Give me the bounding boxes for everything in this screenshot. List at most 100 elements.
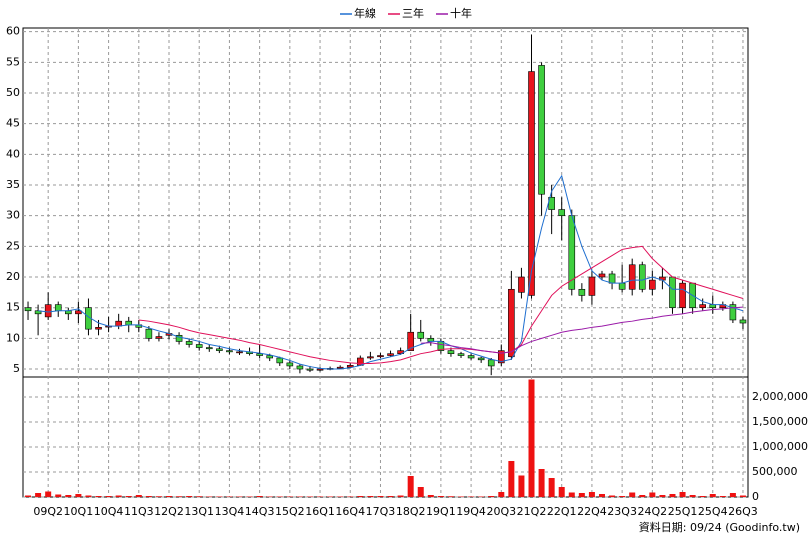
x-tick-label: 25Q4 <box>698 505 728 518</box>
x-tick-label: 10Q1 <box>64 505 94 518</box>
candle-body <box>457 353 465 356</box>
candle-body <box>346 365 354 368</box>
volume-bar <box>619 496 626 497</box>
volume-bar <box>306 496 313 497</box>
ma-line <box>38 174 744 370</box>
y-tick-label: 45 <box>6 117 20 130</box>
candle-body <box>145 328 153 339</box>
candle-body <box>598 273 606 278</box>
volume-bar <box>357 496 364 497</box>
candle-body <box>618 282 626 290</box>
ma-line <box>138 245 744 365</box>
candle-body <box>44 304 52 318</box>
candle-body <box>276 357 284 364</box>
volume-bar <box>699 496 706 497</box>
volume-bar <box>256 496 263 497</box>
legend-label: 十年 <box>450 6 472 20</box>
volume-bar <box>498 492 505 497</box>
x-tick-label: 16Q4 <box>335 505 365 518</box>
y-tick-label: 15 <box>6 301 20 314</box>
volume-bar <box>327 496 334 497</box>
x-tick-label: 24Q2 <box>638 505 668 518</box>
candle-body <box>205 347 213 350</box>
candle-body <box>477 357 485 361</box>
volume-bar <box>75 494 82 497</box>
volume-bar <box>609 495 616 497</box>
volume-bar <box>246 496 253 497</box>
candle-body <box>296 365 304 370</box>
candle-body <box>407 331 414 351</box>
x-tick-label: 09Q2 <box>33 505 63 518</box>
x-tick-label: 17Q3 <box>366 505 396 518</box>
volume-bar <box>387 496 394 497</box>
candle-body <box>467 355 475 359</box>
volume-bar <box>226 496 233 497</box>
volume-bar <box>186 496 193 497</box>
x-tick-label: 15Q2 <box>275 505 305 518</box>
y-tick-label: 50 <box>6 86 20 99</box>
candle-body <box>487 359 495 367</box>
volume-bar <box>458 496 465 497</box>
candle-body <box>236 351 243 354</box>
volume-bar <box>739 495 746 497</box>
x-tick-label: 16Q1 <box>305 505 335 518</box>
candle-body <box>588 276 596 296</box>
volume-bar <box>95 496 102 497</box>
candle-body <box>729 304 737 321</box>
volume-bar <box>216 496 223 497</box>
volume-bar <box>468 496 475 497</box>
volume-bar <box>568 492 575 497</box>
y-tick-label: 40 <box>6 147 20 160</box>
candle-body <box>286 362 294 367</box>
y-tick-label: 5 <box>13 362 20 375</box>
x-tick-label: 26Q3 <box>728 505 758 518</box>
volume-bar <box>45 491 52 497</box>
y-tick-label: 20 <box>6 270 20 283</box>
volume-bar <box>105 496 112 497</box>
ma-line <box>420 306 743 354</box>
volume-bar <box>266 496 273 497</box>
candle-body <box>195 344 203 348</box>
y-tick-label: 55 <box>6 55 20 68</box>
candle-body <box>739 319 747 324</box>
candle-body <box>24 307 32 312</box>
candle-body <box>497 350 505 364</box>
candle-body <box>558 209 566 216</box>
volume-bar <box>35 493 42 497</box>
volume-bar <box>548 478 555 497</box>
candle-body <box>367 356 374 359</box>
y-tick-label: 10 <box>6 331 20 344</box>
candle-body <box>316 368 324 371</box>
volume-bar <box>296 496 303 497</box>
candle-body <box>608 273 616 284</box>
volume-bar <box>437 496 444 497</box>
volume-bar <box>689 495 696 497</box>
volume-bar <box>166 496 173 497</box>
note: 資料日期: 09/24 (Goodinfo.tw) <box>639 520 800 534</box>
candle-body <box>447 350 455 354</box>
y-tick-label: 30 <box>6 209 20 222</box>
candle-body <box>75 310 82 315</box>
x-tick-label: 20Q3 <box>486 505 516 518</box>
volume-bar <box>65 495 72 497</box>
volume-bar <box>236 496 243 497</box>
x-tick-label: 11Q3 <box>124 505 154 518</box>
candle-body <box>306 368 314 371</box>
candle-body <box>649 279 656 290</box>
x-tick-label: 23Q3 <box>607 505 637 518</box>
y-tick-label: 60 <box>6 25 20 38</box>
volume-bar <box>629 492 636 497</box>
legend-label: 年線 <box>354 6 376 20</box>
volume-bar <box>25 495 32 497</box>
volume-bar <box>538 469 545 497</box>
volume-bar <box>196 496 203 497</box>
candle-body <box>256 353 263 356</box>
x-tick-label: 21Q2 <box>517 505 547 518</box>
candle-body <box>125 320 133 326</box>
volume-bar <box>588 492 595 497</box>
volume-bar <box>427 495 434 497</box>
x-tick-label: 22Q4 <box>577 505 607 518</box>
candle-body <box>669 276 676 308</box>
candle-body <box>226 350 233 353</box>
